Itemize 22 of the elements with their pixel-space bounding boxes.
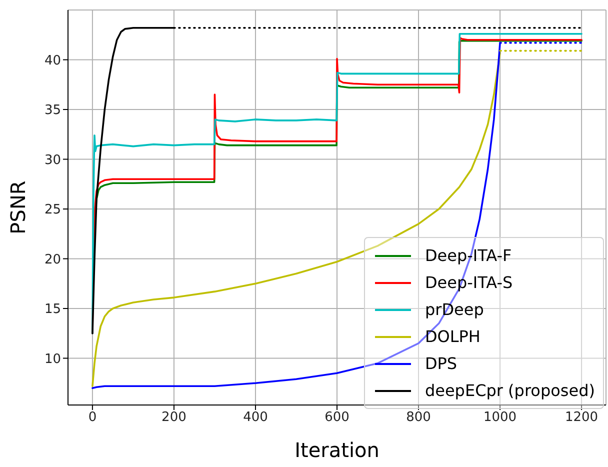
x-tick-label: 600 bbox=[324, 410, 350, 426]
x-axis-title: Iteration bbox=[294, 438, 380, 462]
y-tick-label: 10 bbox=[44, 352, 61, 367]
legend-label: DPS bbox=[424, 354, 458, 373]
x-tick-label: 400 bbox=[243, 410, 268, 426]
legend-label: Deep-ITA-S bbox=[424, 273, 513, 292]
x-tick-label: 0 bbox=[88, 410, 97, 426]
x-tick-label: 1200 bbox=[565, 410, 598, 426]
legend-label: deepECpr (proposed) bbox=[424, 381, 595, 400]
y-tick-label: 20 bbox=[44, 252, 61, 268]
y-tick-label: 25 bbox=[44, 202, 61, 218]
y-tick-label: 30 bbox=[44, 152, 61, 168]
y-tick-label: 15 bbox=[44, 302, 61, 318]
legend-label: DOLPH bbox=[424, 327, 480, 346]
y-tick-label: 40 bbox=[44, 53, 61, 68]
x-tick-label: 200 bbox=[162, 410, 186, 426]
legend-label: prDeep bbox=[424, 300, 484, 319]
y-tick-label: 35 bbox=[44, 103, 61, 118]
x-tick-label: 800 bbox=[406, 410, 431, 426]
legend-label: Deep-ITA-F bbox=[424, 246, 512, 265]
y-axis-title: PSNR bbox=[6, 180, 30, 234]
x-tick-label: 1000 bbox=[483, 410, 517, 426]
